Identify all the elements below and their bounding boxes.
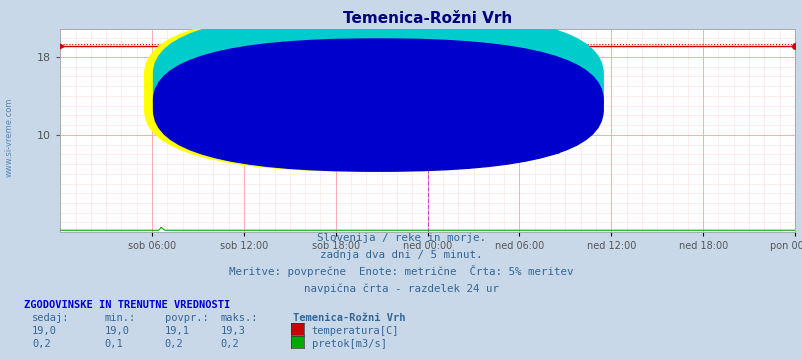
Title: Temenica-Rožni Vrh: Temenica-Rožni Vrh bbox=[342, 11, 512, 26]
Text: maks.:: maks.: bbox=[221, 313, 258, 323]
Text: povpr.:: povpr.: bbox=[164, 313, 208, 323]
Text: min.:: min.: bbox=[104, 313, 136, 323]
Text: Slovenija / reke in morje.: Slovenija / reke in morje. bbox=[317, 233, 485, 243]
Text: 19,3: 19,3 bbox=[221, 326, 245, 336]
FancyBboxPatch shape bbox=[144, 13, 593, 171]
Text: temperatura[C]: temperatura[C] bbox=[311, 326, 399, 336]
Text: zadnja dva dni / 5 minut.: zadnja dva dni / 5 minut. bbox=[320, 251, 482, 261]
Text: sedaj:: sedaj: bbox=[32, 313, 70, 323]
Text: 0,2: 0,2 bbox=[164, 339, 183, 349]
Text: 0,2: 0,2 bbox=[221, 339, 239, 349]
FancyBboxPatch shape bbox=[153, 39, 602, 171]
Text: 0,2: 0,2 bbox=[32, 339, 51, 349]
Text: Meritve: povprečne  Enote: metrične  Črta: 5% meritev: Meritve: povprečne Enote: metrične Črta:… bbox=[229, 265, 573, 278]
Text: 19,0: 19,0 bbox=[32, 326, 57, 336]
Text: 0,1: 0,1 bbox=[104, 339, 123, 349]
Text: www.si-vreme.com: www.si-vreme.com bbox=[5, 97, 14, 176]
Text: navpična črta - razdelek 24 ur: navpična črta - razdelek 24 ur bbox=[304, 284, 498, 294]
Text: www.si-vreme.com: www.si-vreme.com bbox=[294, 135, 561, 159]
FancyBboxPatch shape bbox=[153, 13, 602, 161]
Text: pretok[m3/s]: pretok[m3/s] bbox=[311, 339, 386, 349]
Text: ZGODOVINSKE IN TRENUTNE VREDNOSTI: ZGODOVINSKE IN TRENUTNE VREDNOSTI bbox=[24, 300, 230, 310]
Text: Temenica-Rožni Vrh: Temenica-Rožni Vrh bbox=[293, 313, 405, 323]
Text: 19,0: 19,0 bbox=[104, 326, 129, 336]
Text: 19,1: 19,1 bbox=[164, 326, 189, 336]
